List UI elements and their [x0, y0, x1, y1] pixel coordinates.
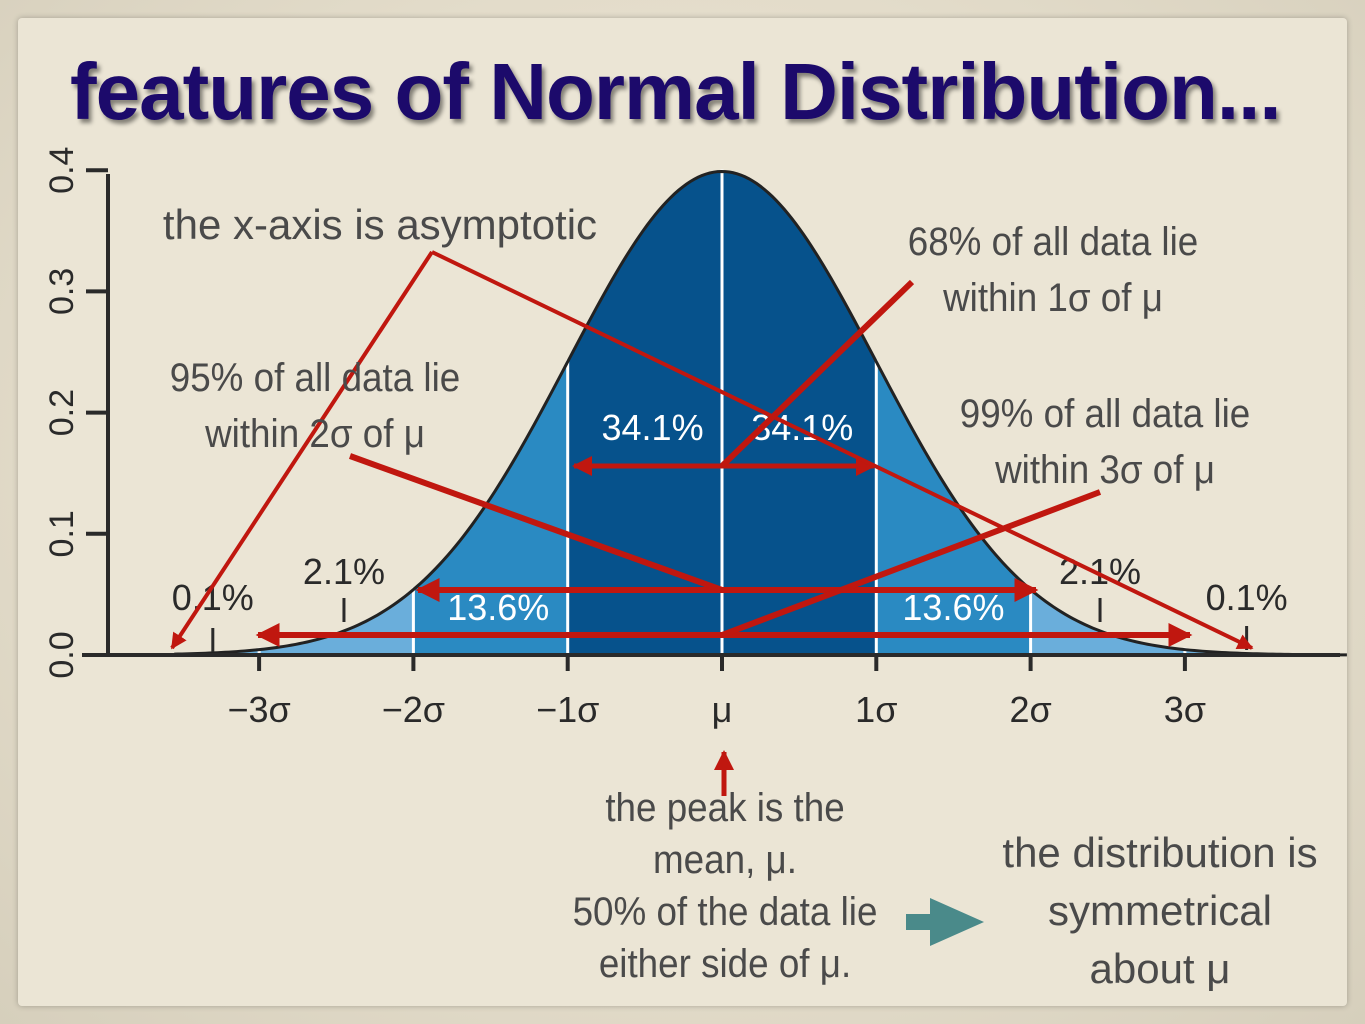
symmetry-line-2: symmetrical — [1047, 887, 1272, 934]
x-tick-label: μ — [712, 689, 733, 730]
peak-label: the peak is the mean, μ. 50% of the data… — [546, 782, 905, 990]
ninetyfive-pointer — [348, 453, 724, 593]
symmetry-line-3: about μ — [1089, 945, 1231, 992]
symmetry-label: the distribution is symmetrical about μ — [970, 824, 1350, 998]
x-tick-label: 3σ — [1164, 689, 1206, 730]
slide-title: features of Normal Distribution... — [70, 47, 1282, 136]
peak-line-3: 50% of the data lie — [572, 890, 878, 934]
band-percent-label: 2.1% — [1059, 551, 1141, 592]
ninetynine-label: 99% of all data lie within 3σ of μ — [926, 386, 1285, 498]
symmetry-arrow-icon — [906, 898, 984, 946]
x-tick-label: −3σ — [227, 689, 290, 730]
x-tick-label: 1σ — [855, 689, 897, 730]
peak-line-1: the peak is the — [605, 786, 845, 830]
band-percent-label: 2.1% — [303, 551, 385, 592]
ninetyfive-line-1: 95% of all data lie — [169, 356, 461, 400]
symmetry-line-1: the distribution is — [1002, 829, 1318, 876]
sixtyeight-line-2: within 1σ of μ — [943, 276, 1163, 320]
asymptote-pointer-right — [431, 250, 1254, 650]
y-tick-label: 0.3 — [43, 268, 81, 315]
y-tick-label: 0.4 — [43, 147, 81, 194]
asymptotic-label: the x-axis is asymptotic — [120, 196, 640, 254]
band-percent-label: 13.6% — [447, 587, 549, 628]
peak-line-2: mean, μ. — [653, 838, 797, 882]
ninetynine-line-1: 99% of all data lie — [959, 392, 1251, 436]
y-tick-label: 0.0 — [43, 631, 81, 678]
ninetyfive-line-2: within 2σ of μ — [205, 412, 425, 456]
band-percent-label: 13.6% — [902, 587, 1004, 628]
band-percent-label: 0.1% — [1206, 577, 1288, 618]
sixtyeight-line-1: 68% of all data lie — [907, 220, 1199, 264]
y-tick-label: 0.2 — [43, 389, 81, 436]
asymptotic-text: the x-axis is asymptotic — [162, 201, 598, 248]
sixtyeight-pointer — [719, 279, 915, 469]
band-percent-label: 34.1% — [602, 407, 704, 448]
ninetyfive-label: 95% of all data lie within 2σ of μ — [136, 350, 495, 462]
ninetynine-pointer — [720, 489, 1102, 638]
ninetynine-line-2: within 3σ of μ — [995, 448, 1215, 492]
x-tick-label: −2σ — [382, 689, 445, 730]
peak-line-4: either side of μ. — [598, 942, 852, 986]
y-tick-label: 0.1 — [43, 510, 81, 557]
sixtyeight-label: 68% of all data lie within 1σ of μ — [874, 214, 1233, 326]
asymptote-pointer-left — [170, 250, 434, 650]
x-tick-label: −1σ — [536, 689, 599, 730]
x-tick-label: 2σ — [1009, 689, 1051, 730]
